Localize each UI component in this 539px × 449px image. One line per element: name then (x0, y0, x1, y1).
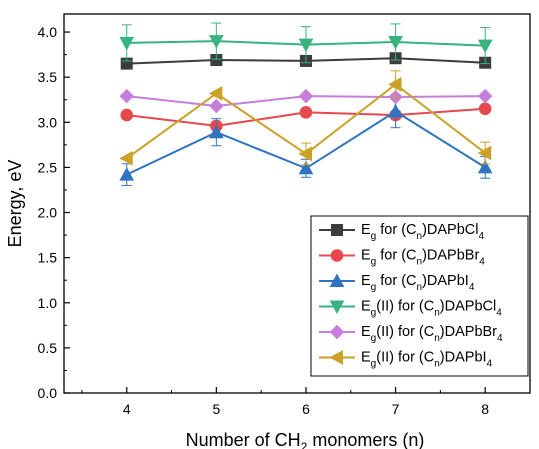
x-tick-label: 8 (481, 401, 489, 417)
x-axis: 4 5 6 7 8 (81, 387, 531, 417)
y-axis-title: Energy, eV (5, 160, 25, 248)
data-point (208, 86, 223, 101)
y-tick-label: 2.5 (38, 159, 58, 175)
data-point (298, 88, 314, 104)
legend-marker (331, 224, 343, 236)
series-5 (119, 88, 493, 114)
y-tick-label: 3.0 (38, 114, 58, 130)
data-point (477, 145, 492, 161)
data-point (209, 124, 224, 139)
legend-marker (329, 324, 345, 340)
y-tick-label: 4.0 (38, 24, 58, 40)
legend-label: Eg(II) for (Cn)DAPbBr4 (361, 324, 503, 344)
data-point (298, 146, 312, 162)
legend-marker (329, 350, 343, 365)
y-axis: 0.0 0.5 1.0 1.5 2.0 2.5 3.0 3.5 4.0 (38, 24, 70, 401)
data-point (209, 98, 224, 114)
x-tick-label: 5 (212, 401, 220, 417)
data-point (299, 106, 313, 119)
legend-item-4: Eg(II) for (Cn)DAPbCl4 (319, 299, 502, 319)
data-point (388, 103, 403, 118)
data-point (120, 108, 134, 122)
y-tick-label: 0.5 (38, 340, 58, 356)
series-2 (120, 102, 492, 133)
data-point (388, 77, 402, 92)
legend-item-6: Eg(II) for (Cn)DAPbI4 (319, 350, 493, 370)
legend-box (310, 215, 529, 377)
y-tick-label: 1.0 (38, 295, 58, 311)
x-tick-label: 4 (123, 401, 131, 417)
legend-item-3: Eg for (Cn)DAPbI4 (319, 273, 475, 293)
legend-label: Eg(II) for (Cn)DAPbI4 (361, 350, 493, 370)
x-axis-title: Number of CH2 monomers (n) (186, 430, 425, 449)
y-tick-label: 3.5 (38, 69, 58, 85)
data-point (477, 159, 493, 174)
legend-marker (329, 273, 345, 287)
legend-item-5: Eg(II) for (Cn)DAPbBr4 (319, 324, 503, 344)
legend-marker (329, 300, 345, 315)
data-point (119, 167, 135, 181)
series-layer (119, 22, 493, 186)
x-tick-label: 7 (392, 401, 400, 417)
data-point (477, 39, 493, 54)
data-point (478, 102, 492, 116)
legend-label: Eg for (Cn)DAPbI4 (361, 273, 475, 293)
series-4 (119, 22, 493, 65)
data-point (119, 88, 134, 104)
legend-item-2: Eg for (Cn)DAPbBr4 (319, 248, 485, 268)
legend: Eg for (Cn)DAPbCl4 Eg for (Cn)DAPbBr4 Eg f… (310, 215, 529, 377)
data-point (477, 88, 493, 104)
legend-label: Eg for (Cn)DAPbCl4 (361, 222, 484, 242)
data-point (209, 35, 224, 49)
data-point (388, 35, 403, 50)
plot-border (63, 13, 531, 394)
y-tick-label: 2.0 (38, 205, 58, 221)
x-tick-label: 6 (302, 401, 310, 417)
series-3 (119, 94, 493, 186)
plot-frame (63, 13, 531, 394)
series-6 (119, 70, 492, 166)
legend-item-1: Eg for (Cn)DAPbCl4 (319, 222, 484, 242)
legend-label: Eg(II) for (Cn)DAPbCl4 (361, 299, 502, 319)
legend-label: Eg for (Cn)DAPbBr4 (361, 248, 485, 268)
data-point (119, 36, 135, 51)
legend-marker (330, 249, 344, 262)
data-point (119, 151, 133, 166)
data-point (298, 160, 314, 175)
y-tick-label: 0.0 (38, 385, 58, 401)
y-tick-label: 1.5 (38, 250, 58, 266)
data-point (298, 38, 314, 53)
